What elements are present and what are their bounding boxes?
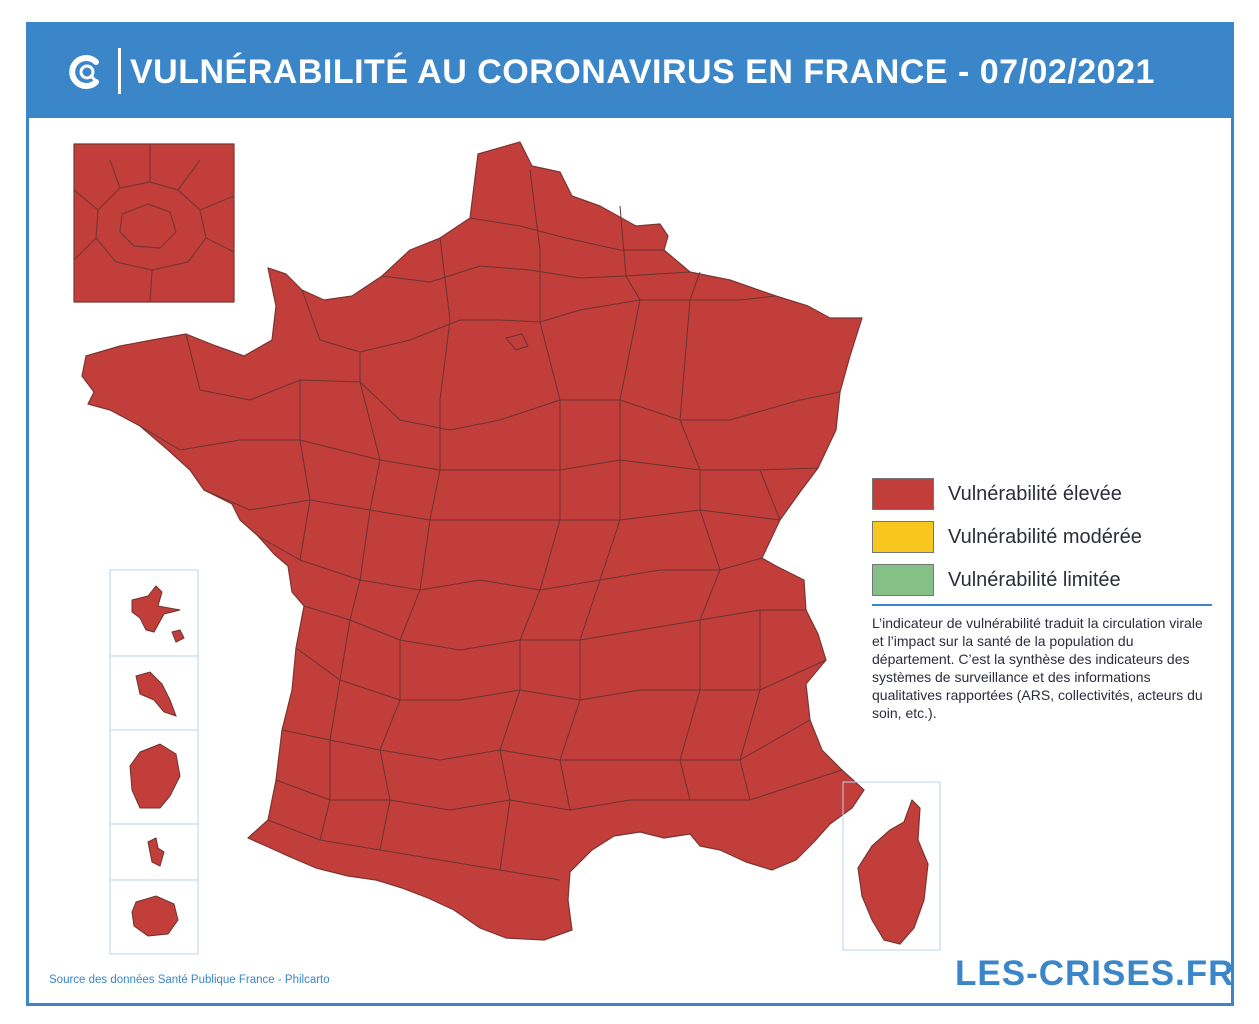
- header-separator: [118, 48, 121, 94]
- mainland-france: [81, 141, 865, 941]
- martinique-island: [135, 671, 177, 717]
- legend-swatch-limited: [872, 564, 934, 596]
- brand-logo-text[interactable]: LES-CRISES.FR: [955, 954, 1235, 993]
- legend-label-limited: Vulnérabilité limitée: [948, 569, 1121, 591]
- legend-divider: [872, 604, 1212, 606]
- legend-swatch-moderate: [872, 521, 934, 553]
- guadeloupe-island: [131, 585, 181, 633]
- header-bar: [26, 22, 1234, 118]
- paris-inset-map: [73, 143, 235, 303]
- legend-note: L’indicateur de vulnérabilité traduit la…: [872, 615, 1203, 721]
- legend-label-high: Vulnérabilité élevée: [948, 483, 1122, 505]
- corsica-island: [857, 799, 929, 945]
- reunion-island: [131, 895, 179, 937]
- mayotte-island: [147, 837, 165, 867]
- guadeloupe-islet: [171, 629, 185, 643]
- data-source-credit: Source des données Santé Publique France…: [49, 974, 330, 986]
- legend-label-moderate: Vulnérabilité modérée: [948, 526, 1142, 548]
- les-crises-c-logo-icon: [69, 55, 99, 89]
- legend-swatch-high: [872, 478, 934, 510]
- guyane-territory: [129, 743, 181, 809]
- page-title: VULNÉRABILITÉ AU CORONAVIRUS EN FRANCE -…: [130, 53, 1155, 91]
